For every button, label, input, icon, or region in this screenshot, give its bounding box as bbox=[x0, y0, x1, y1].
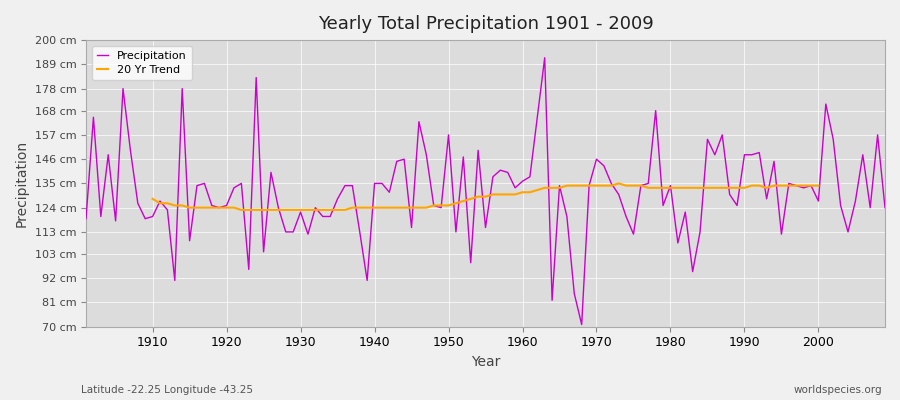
Line: Precipitation: Precipitation bbox=[86, 58, 885, 324]
Line: 20 Yr Trend: 20 Yr Trend bbox=[153, 184, 818, 210]
Precipitation bbox=[81, 216, 92, 221]
Title: Yearly Total Precipitation 1901 - 2009: Yearly Total Precipitation 1901 - 2009 bbox=[318, 15, 653, 33]
Precipitation bbox=[140, 216, 150, 221]
Precipitation bbox=[302, 232, 313, 236]
Text: worldspecies.org: worldspecies.org bbox=[794, 385, 882, 395]
Legend: Precipitation, 20 Yr Trend: Precipitation, 20 Yr Trend bbox=[92, 46, 193, 80]
20 Yr Trend bbox=[325, 208, 336, 212]
20 Yr Trend bbox=[813, 183, 824, 188]
20 Yr Trend bbox=[310, 208, 320, 212]
Precipitation bbox=[576, 322, 587, 327]
Precipitation bbox=[509, 186, 520, 190]
Precipitation bbox=[518, 179, 528, 184]
20 Yr Trend bbox=[806, 183, 816, 188]
Precipitation bbox=[347, 183, 358, 188]
20 Yr Trend bbox=[724, 186, 735, 190]
Precipitation bbox=[621, 214, 632, 219]
20 Yr Trend bbox=[236, 208, 247, 212]
20 Yr Trend bbox=[229, 205, 239, 210]
20 Yr Trend bbox=[613, 181, 624, 186]
Precipitation bbox=[539, 55, 550, 60]
Text: Latitude -22.25 Longitude -43.25: Latitude -22.25 Longitude -43.25 bbox=[81, 385, 253, 395]
20 Yr Trend bbox=[148, 196, 158, 201]
20 Yr Trend bbox=[539, 186, 550, 190]
X-axis label: Year: Year bbox=[471, 355, 500, 369]
Y-axis label: Precipitation: Precipitation bbox=[15, 140, 29, 227]
Precipitation bbox=[879, 205, 890, 210]
